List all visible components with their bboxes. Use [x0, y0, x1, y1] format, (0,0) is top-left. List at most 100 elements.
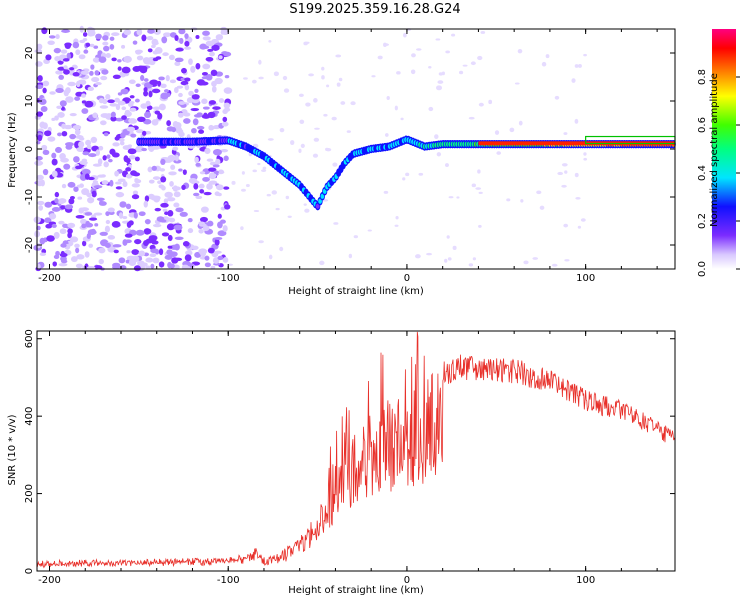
noise-blob — [163, 89, 169, 93]
noise-blob — [195, 62, 201, 70]
noise-blob — [201, 45, 210, 50]
noise-blob — [142, 262, 148, 267]
noise-blob — [39, 252, 47, 257]
noise-blob — [143, 87, 148, 92]
noise-blob — [191, 245, 199, 250]
noise-blob — [75, 135, 84, 139]
noise-blob — [506, 198, 511, 202]
noise-blob — [426, 252, 432, 256]
noise-blob — [80, 70, 90, 75]
noise-blob — [98, 145, 104, 151]
noise-blob — [59, 100, 67, 107]
noise-blob — [211, 80, 217, 87]
noise-blob — [55, 146, 62, 154]
noise-blob — [223, 155, 229, 162]
noise-blob — [119, 201, 127, 208]
noise-blob — [144, 111, 152, 119]
noise-blob — [56, 105, 63, 109]
noise-blob — [89, 217, 98, 221]
noise-blob — [163, 198, 169, 204]
noise-blob — [102, 155, 107, 161]
noise-blob — [410, 69, 416, 75]
noise-blob — [69, 113, 77, 117]
noise-blob — [51, 158, 58, 166]
noise-blob — [322, 199, 329, 202]
noise-blob — [153, 195, 161, 203]
noise-blob — [154, 207, 162, 212]
noise-blob — [42, 80, 50, 87]
noise-blob — [41, 144, 48, 151]
noise-blob — [126, 126, 136, 132]
noise-blob — [319, 260, 325, 266]
noise-blob — [470, 61, 476, 66]
colorbar-ticks: 0.0 0.2 0.4 0.6 0.8 — [697, 69, 740, 277]
noise-blob — [299, 119, 305, 124]
noise-blob — [475, 187, 482, 190]
noise-blob — [45, 54, 52, 61]
noise-blob — [198, 228, 204, 234]
noise-blob — [488, 99, 493, 105]
noise-blob — [514, 82, 520, 85]
noise-blob — [112, 244, 122, 248]
noise-blob — [36, 43, 43, 50]
noise-blob — [45, 223, 53, 229]
noise-blob — [74, 129, 81, 136]
noise-blob — [312, 153, 319, 158]
snr-y-tick-label: 600 — [24, 329, 35, 348]
noise-blob — [220, 149, 229, 153]
noise-blob — [204, 262, 211, 268]
noise-blob — [212, 148, 222, 156]
noise-blob — [223, 186, 230, 190]
noise-blob — [167, 154, 176, 162]
noise-blob — [222, 116, 228, 123]
noise-blob — [162, 208, 168, 213]
noise-blob — [184, 46, 192, 50]
noise-blob — [72, 41, 80, 49]
noise-blob — [446, 235, 450, 239]
colorbar-tick-label: 0.0 — [697, 261, 708, 277]
ridge-core — [315, 203, 320, 209]
noise-blob — [166, 92, 171, 97]
noise-blob — [81, 223, 87, 229]
noise-blob — [494, 130, 500, 135]
noise-blob — [202, 36, 211, 41]
noise-blob — [199, 216, 208, 223]
noise-blob — [143, 228, 151, 235]
noise-blob — [448, 196, 454, 199]
noise-blob — [112, 262, 121, 268]
noise-blob — [65, 87, 71, 94]
noise-blob — [67, 181, 76, 188]
noise-blob — [191, 127, 197, 134]
noise-blob — [171, 127, 177, 133]
noise-blob — [107, 207, 115, 213]
noise-blob — [104, 242, 111, 248]
noise-blob — [554, 95, 560, 100]
noise-blob — [89, 43, 95, 48]
noise-blob — [405, 172, 410, 177]
noise-blob — [266, 193, 272, 197]
noise-blob — [160, 83, 167, 89]
noise-blob — [208, 180, 218, 185]
noise-blob — [218, 55, 223, 60]
noise-blob — [418, 172, 424, 176]
noise-blob — [149, 148, 154, 152]
noise-blob — [148, 60, 156, 66]
noise-blob — [96, 197, 105, 201]
noise-blob — [100, 113, 110, 118]
noise-blob — [174, 243, 180, 251]
noise-blob — [152, 106, 161, 111]
noise-blob — [202, 225, 210, 232]
noise-blob — [208, 172, 217, 180]
noise-blob — [175, 207, 184, 213]
noise-blob — [65, 96, 74, 103]
noise-blob — [211, 85, 217, 93]
noise-blob — [103, 45, 110, 52]
noise-blob — [456, 196, 460, 199]
noise-blob — [183, 118, 191, 124]
noise-blob — [39, 121, 46, 129]
noise-blob — [37, 200, 45, 206]
noise-blob — [74, 243, 80, 248]
noise-blob — [117, 92, 123, 96]
snr-x-tick-label: -100 — [217, 575, 240, 586]
